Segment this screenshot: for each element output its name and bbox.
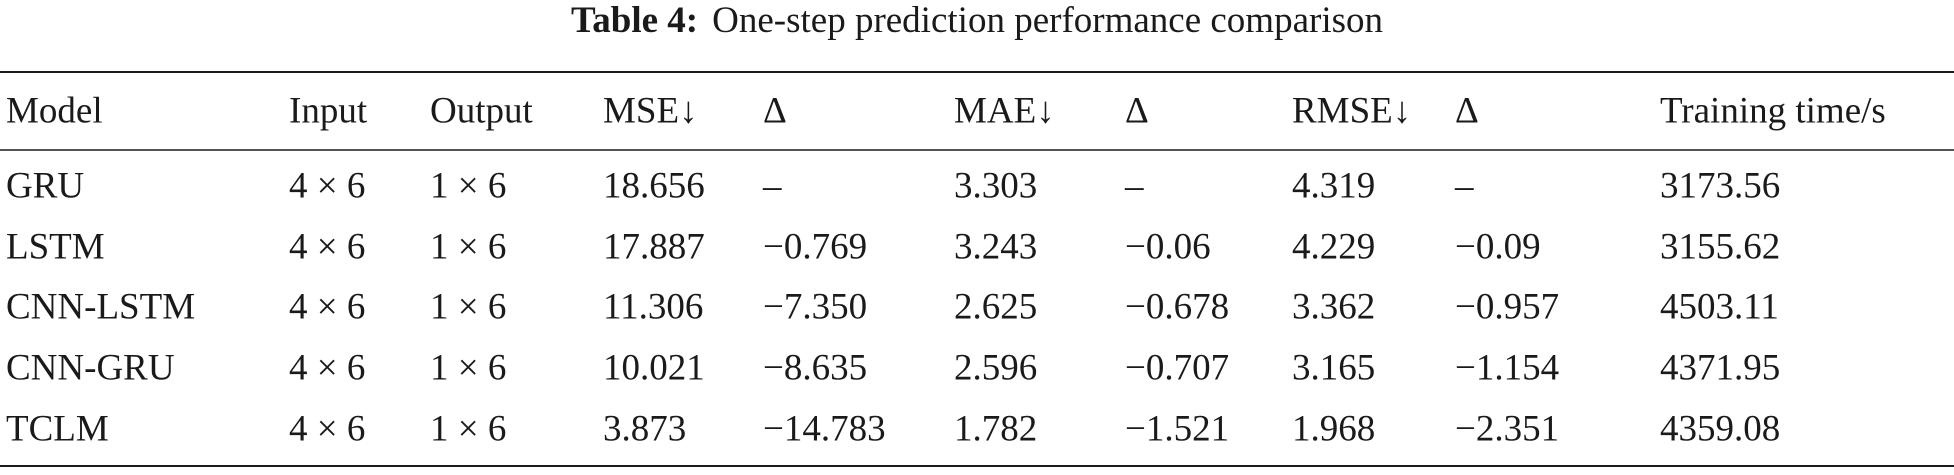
table-cell: 3.303 bbox=[954, 165, 1037, 206]
table-cell: −0.707 bbox=[1125, 347, 1229, 388]
table-cell: 3.165 bbox=[1292, 347, 1375, 388]
table-cell: 1 × 6 bbox=[430, 408, 506, 449]
table-cell: −0.678 bbox=[1125, 286, 1229, 327]
table-cell: 18.656 bbox=[603, 165, 705, 206]
table-cell: 4.229 bbox=[1292, 226, 1375, 267]
table-cell: 17.887 bbox=[603, 226, 705, 267]
header-cell: Training time/s bbox=[1660, 90, 1886, 131]
header-cell: RMSE↓ bbox=[1292, 90, 1411, 131]
table-cell: 4 × 6 bbox=[289, 226, 365, 267]
table-cell: −1.154 bbox=[1455, 347, 1559, 388]
table-cell: 10.021 bbox=[603, 347, 705, 388]
table-cell: −14.783 bbox=[763, 408, 886, 449]
header-cell: Input bbox=[289, 90, 368, 131]
table-cell: 4359.08 bbox=[1660, 408, 1780, 449]
table-cell: −0.09 bbox=[1455, 226, 1541, 267]
table-cell: GRU bbox=[6, 165, 84, 206]
table-cell: – bbox=[1454, 165, 1474, 206]
caption-text: One-step prediction performance comparis… bbox=[712, 0, 1383, 41]
table-cell: 4 × 6 bbox=[289, 286, 365, 327]
table-cell: −2.351 bbox=[1455, 408, 1559, 449]
header-cell: Δ bbox=[1455, 90, 1479, 131]
table-cell: LSTM bbox=[6, 226, 105, 267]
table-cell: 4.319 bbox=[1292, 165, 1375, 206]
table-cell: CNN-LSTM bbox=[6, 286, 195, 327]
table-cell: 1 × 6 bbox=[430, 165, 506, 206]
table-cell: 3.873 bbox=[603, 408, 686, 449]
header-cell: MSE↓ bbox=[603, 90, 698, 131]
table-cell: −8.635 bbox=[763, 347, 867, 388]
table-cell: 3155.62 bbox=[1660, 226, 1780, 267]
table-cell: 4 × 6 bbox=[289, 408, 365, 449]
header-cell: Δ bbox=[763, 90, 787, 131]
table-cell: 4 × 6 bbox=[289, 347, 365, 388]
header-cell: Model bbox=[6, 90, 103, 131]
table-caption: Table 4: One-step prediction performance … bbox=[571, 0, 1383, 41]
table-cell: – bbox=[762, 165, 782, 206]
table-cell: 4371.95 bbox=[1660, 347, 1780, 388]
table-cell: CNN-GRU bbox=[6, 347, 175, 388]
header-cell: Output bbox=[430, 90, 534, 131]
table-cell: 11.306 bbox=[603, 286, 703, 327]
table-cell: 1 × 6 bbox=[430, 226, 506, 267]
table-cell: 2.625 bbox=[954, 286, 1037, 327]
table-cell: −0.06 bbox=[1125, 226, 1211, 267]
caption-label: Table 4: bbox=[571, 0, 698, 41]
table-cell: 1 × 6 bbox=[430, 286, 506, 327]
header-cell: Δ bbox=[1125, 90, 1149, 131]
table-cell: −1.521 bbox=[1125, 408, 1229, 449]
table-cell: 1.968 bbox=[1292, 408, 1375, 449]
table-cell: TCLM bbox=[6, 408, 109, 449]
table-cell: 3.362 bbox=[1292, 286, 1375, 327]
table-cell: 3173.56 bbox=[1660, 165, 1780, 206]
table-cell: 1.782 bbox=[954, 408, 1037, 449]
table-cell: 3.243 bbox=[954, 226, 1037, 267]
table-cell: 2.596 bbox=[954, 347, 1037, 388]
table-cell: – bbox=[1124, 165, 1144, 206]
table-cell: 1 × 6 bbox=[430, 347, 506, 388]
table-cell: 4503.11 bbox=[1660, 286, 1779, 327]
table-cell: −0.769 bbox=[763, 226, 867, 267]
table-cell: −0.957 bbox=[1455, 286, 1559, 327]
table-cell: 4 × 6 bbox=[289, 165, 365, 206]
header-cell: MAE↓ bbox=[954, 90, 1055, 131]
table-cell: −7.350 bbox=[763, 286, 867, 327]
